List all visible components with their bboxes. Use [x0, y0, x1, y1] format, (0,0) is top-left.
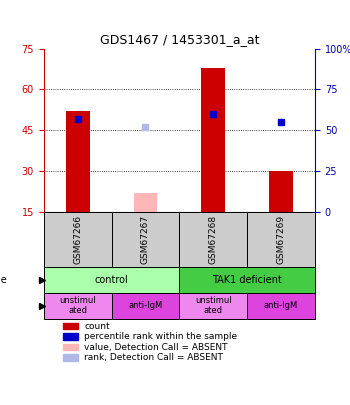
Text: unstimul
ated: unstimul ated: [60, 296, 96, 315]
Bar: [201, 68, 225, 211]
Bar: [179, 211, 247, 267]
Text: GSM67269: GSM67269: [276, 215, 286, 264]
Bar: [63, 354, 78, 361]
Bar: [112, 211, 179, 267]
Bar: [63, 333, 78, 340]
Text: GSM67268: GSM67268: [209, 215, 218, 264]
Bar: [44, 267, 179, 293]
Text: GSM67267: GSM67267: [141, 215, 150, 264]
Text: TAK1 deficient: TAK1 deficient: [212, 275, 282, 285]
Bar: [44, 293, 112, 319]
Text: unstimul
ated: unstimul ated: [195, 296, 232, 315]
Title: GDS1467 / 1453301_a_at: GDS1467 / 1453301_a_at: [100, 33, 259, 46]
Bar: [179, 293, 247, 319]
Text: GSM67266: GSM67266: [73, 215, 82, 264]
Text: control: control: [95, 275, 128, 285]
Text: cell line: cell line: [0, 275, 7, 285]
Bar: [112, 293, 179, 319]
Text: value, Detection Call = ABSENT: value, Detection Call = ABSENT: [84, 343, 228, 352]
Text: anti-IgM: anti-IgM: [128, 301, 163, 310]
Bar: [247, 293, 315, 319]
Bar: [134, 192, 158, 211]
Bar: [179, 267, 315, 293]
Text: percentile rank within the sample: percentile rank within the sample: [84, 332, 238, 341]
Bar: [63, 323, 78, 329]
Bar: [247, 211, 315, 267]
Text: count: count: [84, 322, 110, 330]
Bar: [66, 111, 90, 211]
Text: rank, Detection Call = ABSENT: rank, Detection Call = ABSENT: [84, 353, 223, 362]
Bar: [44, 211, 112, 267]
Bar: [269, 171, 293, 211]
Bar: [63, 344, 78, 350]
Text: anti-IgM: anti-IgM: [264, 301, 298, 310]
